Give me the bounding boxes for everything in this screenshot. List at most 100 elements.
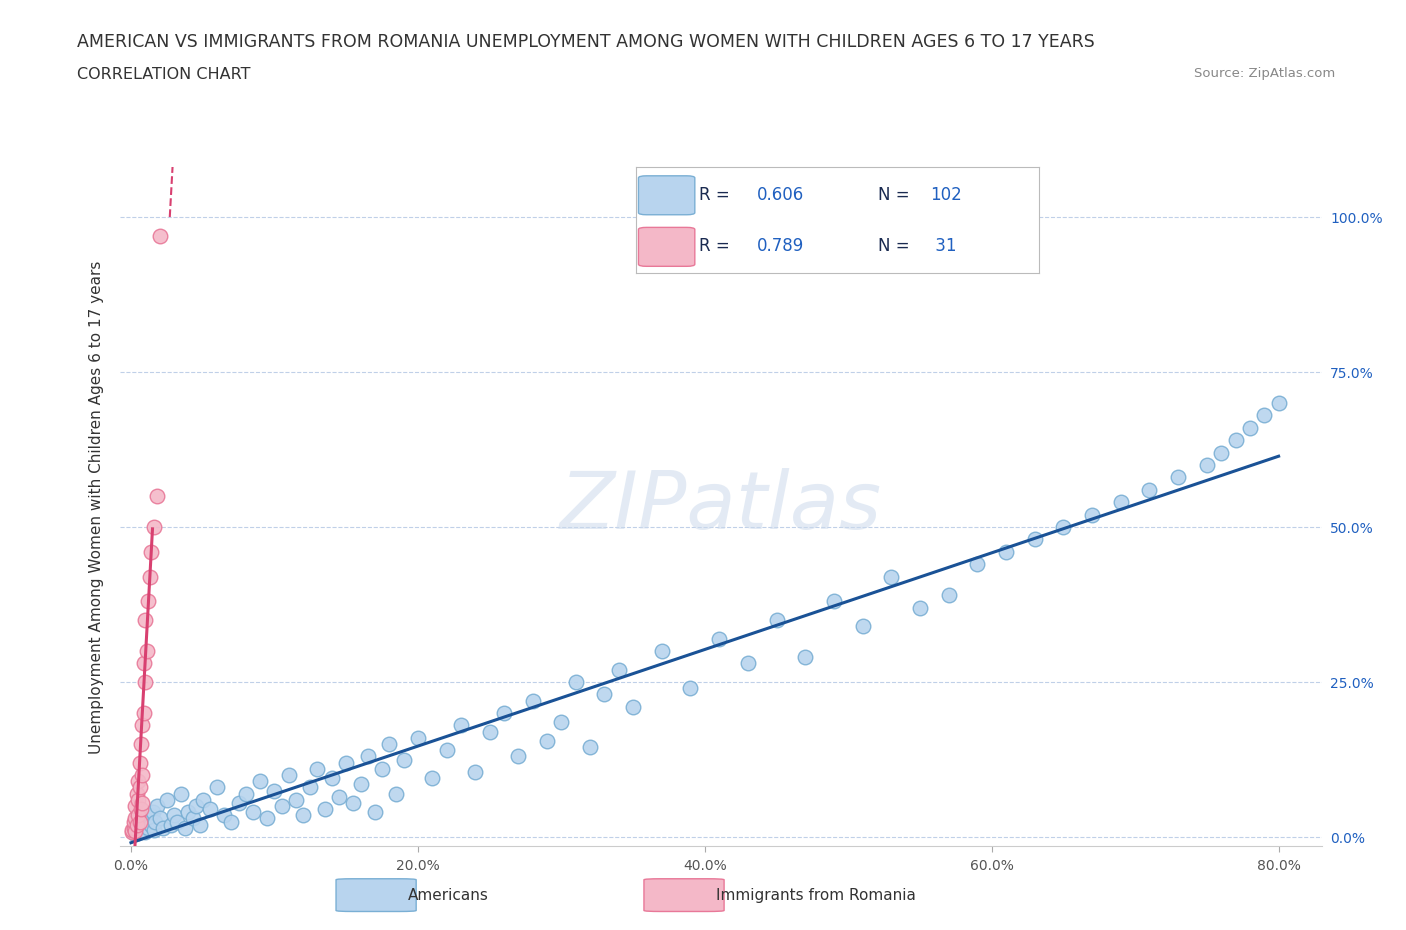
Point — [235, 786, 257, 801]
Point — [132, 818, 155, 833]
Point — [371, 762, 394, 777]
Text: CORRELATION CHART: CORRELATION CHART — [77, 67, 250, 82]
Point — [307, 762, 329, 777]
Point — [177, 804, 200, 819]
Point — [1211, 445, 1233, 460]
Text: Source: ZipAtlas.com: Source: ZipAtlas.com — [1195, 67, 1336, 80]
Point — [299, 780, 322, 795]
Point — [184, 799, 207, 814]
Point — [129, 737, 152, 751]
FancyBboxPatch shape — [638, 176, 695, 215]
Point — [277, 767, 299, 782]
FancyBboxPatch shape — [644, 879, 724, 911]
Point — [263, 783, 285, 798]
Point — [908, 600, 931, 615]
Point — [228, 795, 250, 810]
Point — [122, 820, 145, 835]
Point — [149, 811, 172, 826]
Text: 31: 31 — [931, 237, 957, 256]
Point — [121, 825, 143, 840]
Point — [328, 790, 350, 804]
Point — [392, 752, 415, 767]
FancyBboxPatch shape — [336, 879, 416, 911]
Point — [132, 656, 155, 671]
Point — [174, 820, 197, 835]
Point — [131, 823, 153, 838]
Point — [794, 650, 817, 665]
Point — [593, 687, 616, 702]
Point — [131, 718, 153, 733]
Point — [129, 817, 152, 832]
Point — [132, 706, 155, 721]
Point — [765, 613, 787, 628]
Point — [1195, 458, 1218, 472]
Point — [621, 699, 644, 714]
Point — [385, 786, 408, 801]
Y-axis label: Unemployment Among Women with Children Ages 6 to 17 years: Unemployment Among Women with Children A… — [89, 260, 104, 753]
Point — [139, 817, 162, 832]
Point — [122, 814, 145, 829]
Text: R =: R = — [699, 237, 735, 256]
Point — [124, 811, 146, 826]
Point — [522, 693, 544, 708]
Text: N =: N = — [879, 186, 915, 204]
Point — [492, 706, 515, 721]
Point — [141, 804, 163, 819]
Point — [136, 820, 159, 835]
Point — [737, 656, 759, 671]
Point — [138, 569, 160, 584]
Point — [128, 755, 150, 770]
Point — [880, 569, 903, 584]
Point — [579, 739, 602, 754]
Point — [121, 822, 143, 837]
Text: ZIPatlas: ZIPatlas — [560, 468, 882, 546]
Point — [122, 823, 145, 838]
Point — [127, 808, 149, 823]
Point — [378, 737, 401, 751]
Point — [349, 777, 371, 791]
Point — [464, 764, 486, 779]
Point — [139, 544, 162, 559]
Point — [342, 795, 364, 810]
Point — [205, 780, 228, 795]
Point — [550, 715, 572, 730]
Text: Immigrants from Romania: Immigrants from Romania — [716, 887, 915, 903]
Point — [221, 814, 243, 829]
Point — [124, 827, 146, 842]
Point — [357, 749, 380, 764]
Point — [1052, 520, 1074, 535]
Point — [1024, 532, 1046, 547]
Point — [852, 618, 875, 633]
Point — [166, 814, 188, 829]
FancyBboxPatch shape — [638, 227, 695, 266]
Text: N =: N = — [879, 237, 915, 256]
Point — [212, 808, 235, 823]
Point — [536, 734, 558, 749]
Point — [149, 228, 172, 243]
Point — [124, 823, 146, 838]
Point — [125, 786, 148, 801]
Point — [314, 802, 336, 817]
Point — [146, 488, 169, 503]
Text: 0.606: 0.606 — [758, 186, 804, 204]
Point — [127, 774, 149, 789]
Point — [284, 792, 307, 807]
Point — [128, 820, 150, 835]
Point — [823, 594, 845, 609]
Point — [679, 681, 702, 696]
Point — [335, 755, 357, 770]
Point — [995, 544, 1018, 559]
Point — [125, 817, 148, 832]
Point — [145, 814, 167, 829]
Point — [564, 674, 586, 689]
Point — [136, 594, 159, 609]
Point — [127, 826, 149, 841]
Point — [146, 799, 169, 814]
Point — [131, 767, 153, 782]
Text: R =: R = — [699, 186, 735, 204]
Point — [1167, 470, 1189, 485]
Point — [292, 808, 315, 823]
Point — [420, 771, 443, 786]
Point — [124, 799, 146, 814]
Point — [450, 718, 472, 733]
